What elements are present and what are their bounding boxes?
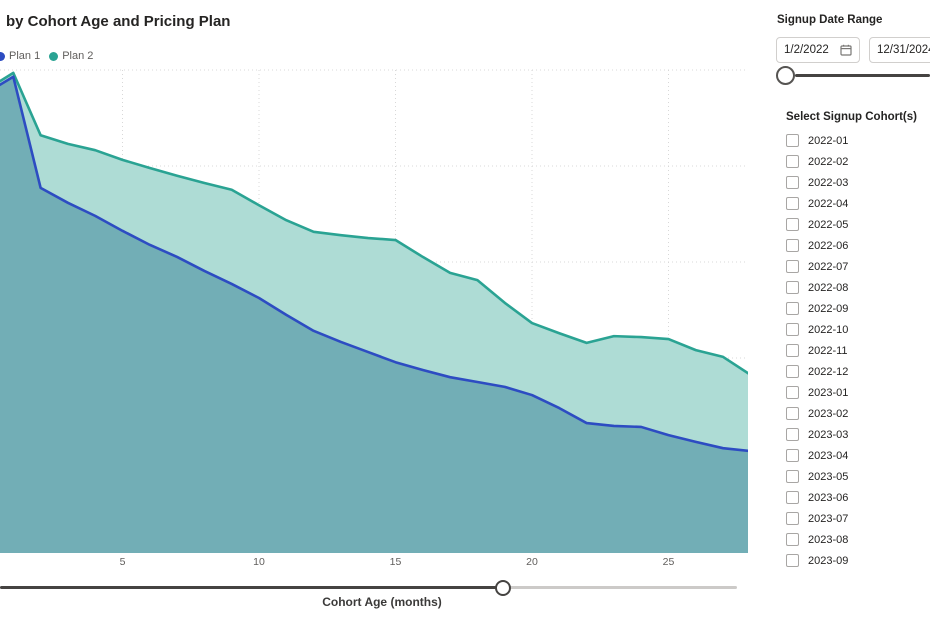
chart-title: by Cohort Age and Pricing Plan [6, 13, 231, 30]
checkbox[interactable] [786, 302, 799, 315]
cohort-checkbox-row-2022-04[interactable]: 2022-04 [786, 193, 848, 214]
calendar-icon[interactable] [840, 44, 852, 56]
x-tick-label: 10 [253, 556, 265, 568]
cohort-label: 2022-01 [808, 134, 849, 147]
checkbox[interactable] [786, 176, 799, 189]
cohort-checkbox-row-2023-08[interactable]: 2023-08 [786, 529, 848, 550]
checkbox[interactable] [786, 428, 799, 441]
cohort-label: 2022-04 [808, 197, 849, 210]
cohort-label: 2022-11 [808, 344, 848, 357]
x-tick-label: 20 [526, 556, 538, 568]
checkbox[interactable] [786, 155, 799, 168]
checkbox[interactable] [786, 323, 799, 336]
cohort-checkbox-row-2023-04[interactable]: 2023-04 [786, 445, 848, 466]
cohort-label: 2023-05 [808, 470, 849, 483]
legend-dot [49, 51, 59, 61]
cohort-label: 2022-06 [808, 239, 849, 252]
checkbox[interactable] [786, 386, 799, 399]
checkbox[interactable] [786, 281, 799, 294]
x-tick-label: 5 [119, 556, 126, 568]
checkbox[interactable] [786, 470, 799, 483]
date-range-slider-track[interactable] [795, 74, 930, 77]
cohort-label: 2022-12 [808, 365, 849, 378]
plan1-line [0, 75, 748, 453]
cohort-label: 2023-02 [808, 407, 849, 420]
cohort-checkbox-row-2022-09[interactable]: 2022-09 [786, 298, 848, 319]
cohort-label: 2023-03 [808, 428, 849, 441]
checkbox[interactable] [786, 134, 799, 147]
cohort-age-slider-handle[interactable] [495, 580, 511, 596]
plan2-line [0, 71, 748, 375]
end-date-value: 12/31/2024 [877, 44, 930, 56]
checkbox[interactable] [786, 407, 799, 420]
cohort-checkbox-row-2023-07[interactable]: 2023-07 [786, 508, 848, 529]
checkbox[interactable] [786, 491, 799, 504]
checkbox[interactable] [786, 344, 799, 357]
cohort-checkbox-row-2023-06[interactable]: 2023-06 [786, 487, 848, 508]
cohort-label: 2023-08 [808, 533, 849, 546]
checkbox[interactable] [786, 512, 799, 525]
legend-item-plan-1[interactable]: Plan 1 [0, 50, 40, 62]
checkbox[interactable] [786, 260, 799, 273]
start-date-input[interactable]: 1/2/2022 [776, 37, 860, 63]
cohort-label: 2023-04 [808, 449, 849, 462]
cohort-label: 2022-02 [808, 155, 849, 168]
checkbox[interactable] [786, 239, 799, 252]
chart-legend: Plan 1 Plan 2 [0, 50, 93, 62]
cohort-checkbox-row-2022-08[interactable]: 2022-08 [786, 277, 848, 298]
cohort-label: 2023-06 [808, 491, 849, 504]
cohort-checkbox-row-2022-07[interactable]: 2022-07 [786, 256, 848, 277]
x-axis-title: Cohort Age (months) [322, 595, 442, 609]
x-tick-label: 25 [662, 556, 675, 568]
cohort-checkbox-row-2022-01[interactable]: 2022-01 [786, 130, 848, 151]
x-tick-label: 15 [389, 556, 402, 568]
cohort-label: 2022-08 [808, 281, 849, 294]
legend-dot [0, 51, 5, 61]
cohort-checkbox-row-2023-05[interactable]: 2023-05 [786, 466, 848, 487]
cohort-label: 2022-07 [808, 260, 849, 273]
cohort-label: 2022-09 [808, 302, 849, 315]
cohort-checkbox-row-2022-05[interactable]: 2022-05 [786, 214, 848, 235]
checkbox[interactable] [786, 533, 799, 546]
checkbox[interactable] [786, 365, 799, 378]
start-date-value: 1/2/2022 [784, 44, 829, 56]
legend-item-plan-2[interactable]: Plan 2 [49, 50, 93, 62]
cohort-checkbox-list: 2022-01 2022-02 2022-03 2022-04 2022-05 2022-… [786, 130, 848, 571]
cohort-slicer-header: Select Signup Cohort(s) [786, 111, 917, 123]
cohort-checkbox-row-2022-11[interactable]: 2022-11 [786, 340, 848, 361]
cohort-checkbox-row-2023-03[interactable]: 2023-03 [786, 424, 848, 445]
cohort-checkbox-row-2023-09[interactable]: 2023-09 [786, 550, 848, 571]
checkbox[interactable] [786, 197, 799, 210]
retention-area-chart[interactable] [0, 60, 748, 553]
date-range-inputs: 1/2/2022 12/31/2024 [776, 37, 930, 63]
cohort-label: 2022-05 [808, 218, 849, 231]
cohort-checkbox-row-2022-12[interactable]: 2022-12 [786, 361, 848, 382]
date-range-header: Signup Date Range [777, 14, 883, 26]
checkbox[interactable] [786, 218, 799, 231]
cohort-label: 2022-10 [808, 323, 849, 336]
cohort-label: 2023-01 [808, 386, 849, 399]
cohort-age-slider-track-rest[interactable] [503, 586, 737, 589]
cohort-checkbox-row-2022-06[interactable]: 2022-06 [786, 235, 848, 256]
cohort-checkbox-row-2023-02[interactable]: 2023-02 [786, 403, 848, 424]
cohort-checkbox-row-2023-01[interactable]: 2023-01 [786, 382, 848, 403]
cohort-checkbox-row-2022-02[interactable]: 2022-02 [786, 151, 848, 172]
date-range-slider-handle[interactable] [776, 66, 795, 85]
legend-label: Plan 2 [62, 50, 94, 62]
legend-label: Plan 1 [9, 50, 41, 62]
cohort-label: 2022-03 [808, 176, 849, 189]
cohort-checkbox-row-2022-03[interactable]: 2022-03 [786, 172, 848, 193]
cohort-checkbox-row-2022-10[interactable]: 2022-10 [786, 319, 848, 340]
checkbox[interactable] [786, 554, 799, 567]
plan1-area [0, 76, 748, 553]
end-date-input[interactable]: 12/31/2024 [869, 37, 930, 63]
cohort-label: 2023-09 [808, 554, 849, 567]
cohort-label: 2023-07 [808, 512, 849, 525]
checkbox[interactable] [786, 449, 799, 462]
cohort-age-slider-track-selected[interactable] [0, 586, 503, 589]
